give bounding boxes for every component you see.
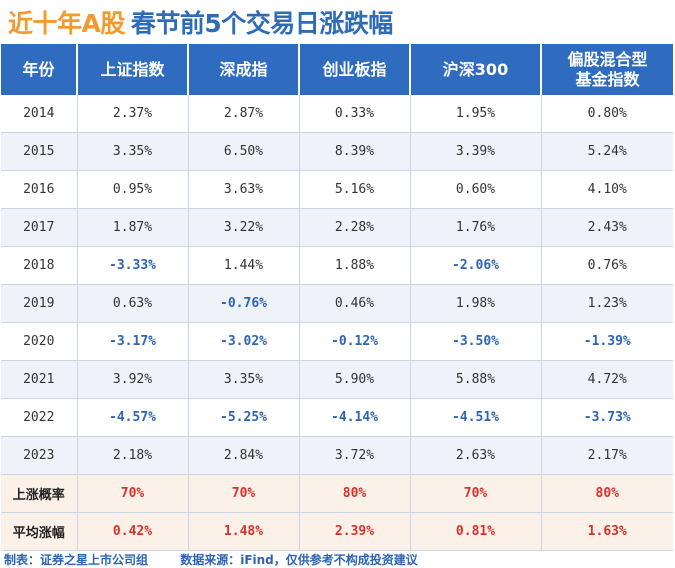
value-cell: 2.63% — [410, 436, 542, 475]
value-cell: 1.23% — [541, 284, 673, 323]
value-cell: 3.35% — [188, 360, 300, 399]
footer-source: 数据来源：iFind，仅供参考不构成投资建议 — [180, 553, 418, 567]
table-row: 2021 3.92% 3.35% 5.90% 5.88% 4.72% — [1, 360, 673, 399]
title-highlight: 近十年A股 — [8, 9, 125, 38]
table-row: 2014 2.37% 2.87% 0.33% 1.95% 0.80% — [1, 95, 673, 133]
value-cell: 0.33% — [299, 95, 411, 133]
year-cell: 2023 — [1, 436, 78, 475]
column-header: 年份 — [1, 44, 78, 95]
value-cell: 0.63% — [77, 284, 189, 323]
value-cell: 0.95% — [77, 170, 189, 209]
summary-value: 70% — [410, 474, 542, 513]
value-cell: 2.28% — [299, 208, 411, 247]
value-cell: 1.95% — [410, 95, 542, 133]
value-cell: 3.22% — [188, 208, 300, 247]
value-cell: -3.17% — [77, 322, 189, 361]
value-cell: 1.88% — [299, 246, 411, 285]
table-row: 2022 -4.57% -5.25% -4.14% -4.51% -3.73% — [1, 398, 673, 437]
year-cell: 2020 — [1, 322, 78, 361]
chart-title: 近十年A股 春节前5个交易日涨跌幅 — [8, 2, 393, 42]
title-main: 春节前5个交易日涨跌幅 — [130, 9, 393, 38]
value-cell: 6.50% — [188, 132, 300, 171]
table-row: 2017 1.87% 3.22% 2.28% 1.76% 2.43% — [1, 208, 673, 247]
value-cell: 1.44% — [188, 246, 300, 285]
summary-value: 1.63% — [541, 512, 673, 551]
value-cell: 5.16% — [299, 170, 411, 209]
value-cell: -4.57% — [77, 398, 189, 437]
column-header: 创业板指 — [299, 44, 411, 95]
value-cell: 3.39% — [410, 132, 542, 171]
value-cell: 2.43% — [541, 208, 673, 247]
value-cell: 0.76% — [541, 246, 673, 285]
column-header: 上证指数 — [77, 44, 189, 95]
value-cell: 3.35% — [77, 132, 189, 171]
value-cell: -0.76% — [188, 284, 300, 323]
year-cell: 2017 — [1, 208, 78, 247]
value-cell: -3.33% — [77, 246, 189, 285]
footer: 制表：证券之星上市公司组 数据来源：iFind，仅供参考不构成投资建议 — [4, 551, 446, 568]
year-cell: 2018 — [1, 246, 78, 285]
summary-value: 0.42% — [77, 512, 189, 551]
year-cell: 2021 — [1, 360, 78, 399]
value-cell: 2.18% — [77, 436, 189, 475]
value-cell: -3.02% — [188, 322, 300, 361]
value-cell: 1.98% — [410, 284, 542, 323]
table-row: 2016 0.95% 3.63% 5.16% 0.60% 4.10% — [1, 170, 673, 209]
value-cell: 2.37% — [77, 95, 189, 133]
value-cell: 3.63% — [188, 170, 300, 209]
value-cell: 4.10% — [541, 170, 673, 209]
summary-row: 平均涨幅 0.42% 1.48% 2.39% 0.81% 1.63% — [1, 512, 673, 551]
column-header: 深成指 — [188, 44, 300, 95]
summary-value: 80% — [541, 474, 673, 513]
year-cell: 2015 — [1, 132, 78, 171]
footer-made-by: 制表：证券之星上市公司组 — [4, 553, 149, 567]
value-cell: 2.87% — [188, 95, 300, 133]
header-row: 年份 上证指数 深成指 创业板指 沪深300 偏股混合型 基金指数 — [1, 44, 673, 95]
value-cell: 5.88% — [410, 360, 542, 399]
table-row: 2015 3.35% 6.50% 8.39% 3.39% 5.24% — [1, 132, 673, 171]
value-cell: 1.87% — [77, 208, 189, 247]
year-cell: 2019 — [1, 284, 78, 323]
summary-value: 2.39% — [299, 512, 411, 551]
value-cell: 0.60% — [410, 170, 542, 209]
summary-label: 上涨概率 — [1, 474, 78, 513]
value-cell: 8.39% — [299, 132, 411, 171]
column-header: 偏股混合型 基金指数 — [541, 44, 673, 95]
value-cell: 0.46% — [299, 284, 411, 323]
value-cell: 3.72% — [299, 436, 411, 475]
value-cell: -1.39% — [541, 322, 673, 361]
value-cell: 5.90% — [299, 360, 411, 399]
summary-value: 80% — [299, 474, 411, 513]
table-row: 2023 2.18% 2.84% 3.72% 2.63% 2.17% — [1, 436, 673, 475]
value-cell: -4.51% — [410, 398, 542, 437]
value-cell: -5.25% — [188, 398, 300, 437]
value-cell: -3.50% — [410, 322, 542, 361]
summary-row: 上涨概率 70% 70% 80% 70% 80% — [1, 474, 673, 513]
value-cell: 5.24% — [541, 132, 673, 171]
value-cell: -4.14% — [299, 398, 411, 437]
table-row: 2019 0.63% -0.76% 0.46% 1.98% 1.23% — [1, 284, 673, 323]
year-cell: 2022 — [1, 398, 78, 437]
value-cell: 1.76% — [410, 208, 542, 247]
table-row: 2018 -3.33% 1.44% 1.88% -2.06% 0.76% — [1, 246, 673, 285]
year-cell: 2014 — [1, 95, 78, 133]
table-body: 2014 2.37% 2.87% 0.33% 1.95% 0.80% 2015 3.35% 6.… — [1, 95, 673, 551]
data-table: 年份 上证指数 深成指 创业板指 沪深300 偏股混合型 基金指数 2014 2.37% 2.8… — [1, 44, 673, 551]
value-cell: 2.84% — [188, 436, 300, 475]
value-cell: 2.17% — [541, 436, 673, 475]
table-row: 2020 -3.17% -3.02% -0.12% -3.50% -1.39% — [1, 322, 673, 361]
value-cell: 0.80% — [541, 95, 673, 133]
value-cell: 4.72% — [541, 360, 673, 399]
summary-value: 1.48% — [188, 512, 300, 551]
column-header: 沪深300 — [410, 44, 542, 95]
value-cell: -0.12% — [299, 322, 411, 361]
value-cell: 3.92% — [77, 360, 189, 399]
year-cell: 2016 — [1, 170, 78, 209]
summary-label: 平均涨幅 — [1, 512, 78, 551]
summary-value: 70% — [188, 474, 300, 513]
value-cell: -3.73% — [541, 398, 673, 437]
summary-value: 70% — [77, 474, 189, 513]
value-cell: -2.06% — [410, 246, 542, 285]
summary-value: 0.81% — [410, 512, 542, 551]
